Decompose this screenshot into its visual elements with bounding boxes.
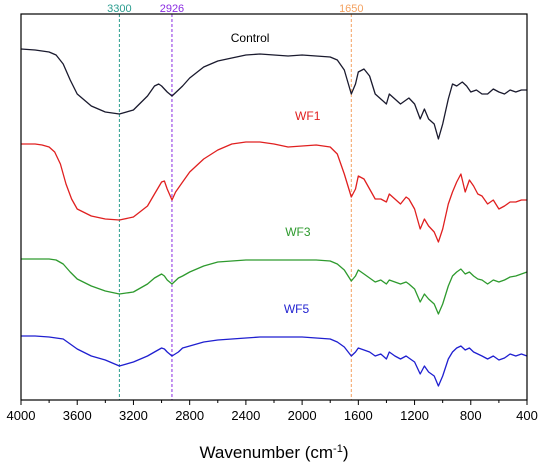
series-line-wf1 xyxy=(21,141,527,243)
x-axis-ticks: 4000 3600 3200 2800 2400 2000 1600 1200 800 400 xyxy=(7,400,538,423)
x-tick-label-2400: 2400 xyxy=(231,408,260,423)
reference-label-3300: 3300 xyxy=(107,3,131,15)
x-tick-label-800: 800 xyxy=(460,408,482,423)
x-axis-title-sup: -1 xyxy=(333,443,343,455)
series-line-control xyxy=(20,48,527,140)
x-tick-label-400: 400 xyxy=(516,408,538,423)
series-label-wf3: WF3 xyxy=(285,225,311,239)
x-tick-label-3600: 3600 xyxy=(63,408,92,423)
x-tick-label-1600: 1600 xyxy=(344,408,373,423)
plot-frame xyxy=(20,13,528,401)
series-labels: Control WF1 WF3 WF5 xyxy=(231,31,321,316)
x-tick-label-4000: 4000 xyxy=(7,408,36,423)
x-tick-label-2000: 2000 xyxy=(288,408,317,423)
x-axis-title-main: Wavenumber (cm xyxy=(200,443,334,462)
reference-label-1650: 1650 xyxy=(339,3,363,15)
reference-lines: 3300 2926 1650 xyxy=(107,3,364,400)
x-axis-title-close: ) xyxy=(343,443,349,462)
series-line-wf5 xyxy=(21,335,528,387)
series-line-wf3 xyxy=(21,258,528,315)
x-tick-label-1200: 1200 xyxy=(400,408,429,423)
series-label-wf1: WF1 xyxy=(295,109,321,123)
x-axis-title: Wavenumber (cm-1) xyxy=(200,443,349,462)
reference-label-2926: 2926 xyxy=(160,3,184,15)
x-tick-label-2800: 2800 xyxy=(175,408,204,423)
x-tick-label-3200: 3200 xyxy=(119,408,148,423)
series-label-wf5: WF5 xyxy=(284,302,310,316)
series-label-control: Control xyxy=(231,31,270,45)
series-lines xyxy=(20,48,528,387)
